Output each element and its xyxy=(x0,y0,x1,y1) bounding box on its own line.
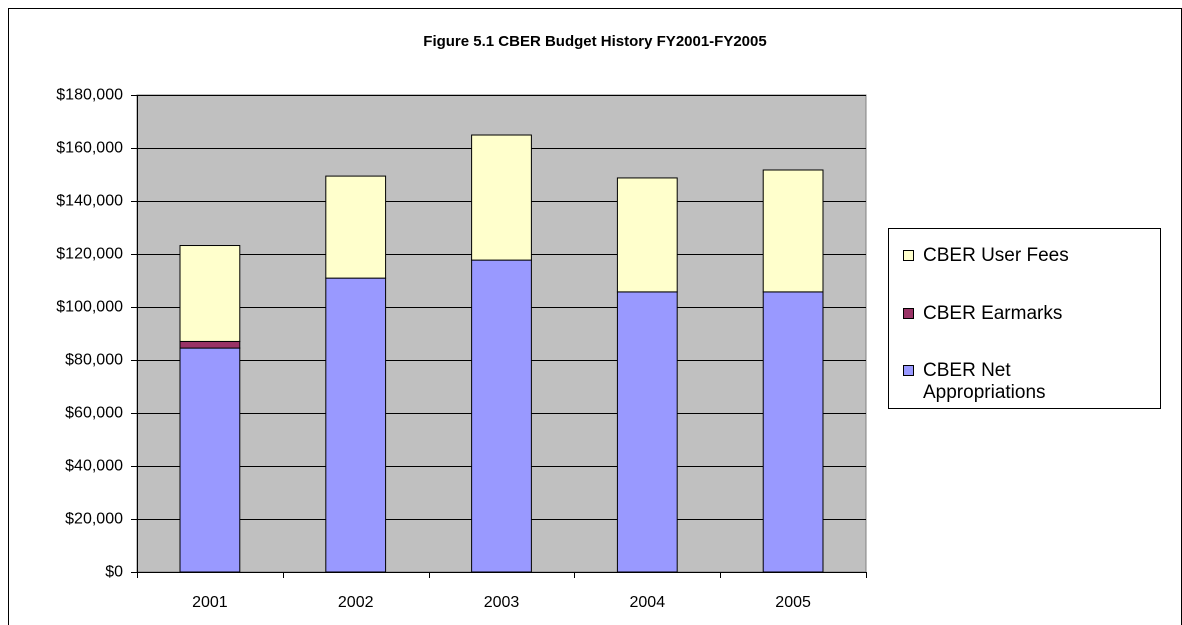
bar-segment xyxy=(325,175,387,279)
legend-swatch xyxy=(903,250,914,261)
bar-segment xyxy=(616,291,678,573)
legend-label: CBER Net Appropriations xyxy=(923,360,1046,403)
y-tick-label: $140,000 xyxy=(56,193,123,210)
x-tick-label: 2001 xyxy=(192,594,228,611)
legend-label: CBER Earmarks xyxy=(923,303,1063,324)
legend-swatch xyxy=(903,308,914,319)
x-tick-label: 2002 xyxy=(338,594,374,611)
bar-segment xyxy=(616,177,678,293)
legend-item: CBER Earmarks xyxy=(903,303,1088,325)
bar-segment xyxy=(762,291,824,573)
x-tick-label: 2003 xyxy=(484,594,520,611)
x-tick-label: 2004 xyxy=(630,594,666,611)
bar-segment xyxy=(179,347,241,573)
bar-segment xyxy=(471,134,532,261)
legend-label: CBER User Fees xyxy=(923,245,1069,266)
legend: CBER User Fees CBER Earmarks CBER Net Appr… xyxy=(888,228,1161,409)
y-tick-label: $20,000 xyxy=(65,511,123,528)
y-tick-label: $120,000 xyxy=(56,246,123,263)
y-tick-label: $100,000 xyxy=(56,299,123,316)
y-tick-label: $60,000 xyxy=(65,405,123,422)
legend-item: CBER User Fees xyxy=(903,245,1088,267)
bar-segment xyxy=(471,259,532,573)
bar-segment xyxy=(762,169,824,293)
bar-segment xyxy=(325,277,387,573)
y-tick-label: $40,000 xyxy=(65,458,123,475)
y-tick-label: $80,000 xyxy=(65,352,123,369)
bar-segment xyxy=(179,245,241,342)
bar-segment xyxy=(179,340,241,349)
y-tick-label: $0 xyxy=(105,564,123,581)
legend-swatch xyxy=(903,365,914,376)
x-tick-label: 2005 xyxy=(775,594,811,611)
chart-title: Figure 5.1 CBER Budget History FY2001-FY… xyxy=(423,33,766,50)
y-tick-label: $180,000 xyxy=(56,87,123,104)
y-tick-label: $160,000 xyxy=(56,140,123,157)
legend-item: CBER Net Appropriations xyxy=(903,360,1088,404)
